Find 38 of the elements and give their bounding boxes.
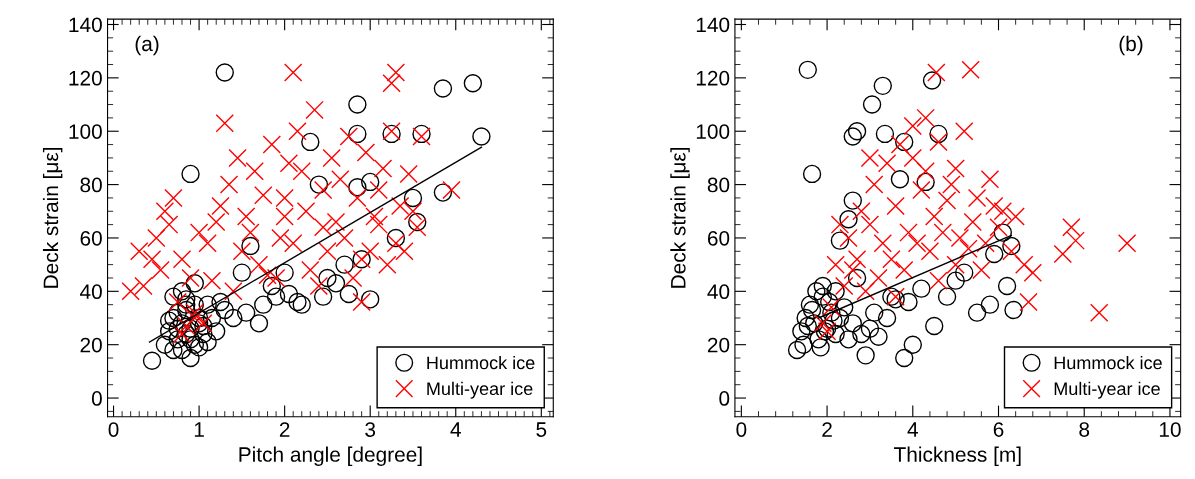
y-tick-label: 100 <box>696 124 730 139</box>
y-tick-label: 40 <box>707 284 730 300</box>
y-tick-label: 120 <box>69 70 102 86</box>
y-axis-title: Deck strain [με] <box>42 148 63 288</box>
x-tick-label: 0 <box>736 422 747 437</box>
y-tick-label: 40 <box>80 284 102 300</box>
y-tick-label: 80 <box>80 177 102 193</box>
x-tick-label: 10 <box>1159 422 1181 437</box>
annotation: (a) <box>135 35 159 56</box>
x-tick-label: 1 <box>194 422 204 437</box>
y-tick-label: 100 <box>69 124 102 139</box>
x-tick-label: 4 <box>907 422 918 437</box>
x-tick-label: 6 <box>993 422 1004 437</box>
y-tick-label: 60 <box>80 230 102 246</box>
x-axis-title: Thickness [m] <box>894 446 1021 466</box>
y-tick-label: 20 <box>80 337 102 353</box>
y-tick-label: 0 <box>91 391 102 406</box>
y-tick-label: 20 <box>707 337 730 353</box>
x-tick-label: 8 <box>1079 422 1090 437</box>
y-tick-label: 80 <box>707 177 730 193</box>
annotation: (b) <box>1119 35 1143 56</box>
y-tick-label: 140 <box>69 17 102 33</box>
x-tick-label: 4 <box>450 422 461 437</box>
legend-label: Multi-year ice <box>1054 381 1160 399</box>
x-tick-label: 0 <box>108 422 119 437</box>
x-tick-label: 2 <box>822 422 832 437</box>
legend-label: Multi-year ice <box>427 381 533 399</box>
x-tick-label: 2 <box>279 422 290 437</box>
x-axis-title: Pitch angle [degree] <box>239 446 422 466</box>
y-tick-label: 140 <box>696 17 730 33</box>
y-axis-title: Deck strain [με] <box>670 148 690 288</box>
x-tick-label: 5 <box>536 422 547 437</box>
y-tick-label: 120 <box>696 70 730 86</box>
legend-label: Hummock ice <box>427 355 535 370</box>
y-tick-label: 60 <box>707 230 730 246</box>
legend-label: Hummock ice <box>1054 355 1162 370</box>
y-tick-label: 0 <box>719 391 730 406</box>
x-tick-label: 3 <box>365 422 376 437</box>
